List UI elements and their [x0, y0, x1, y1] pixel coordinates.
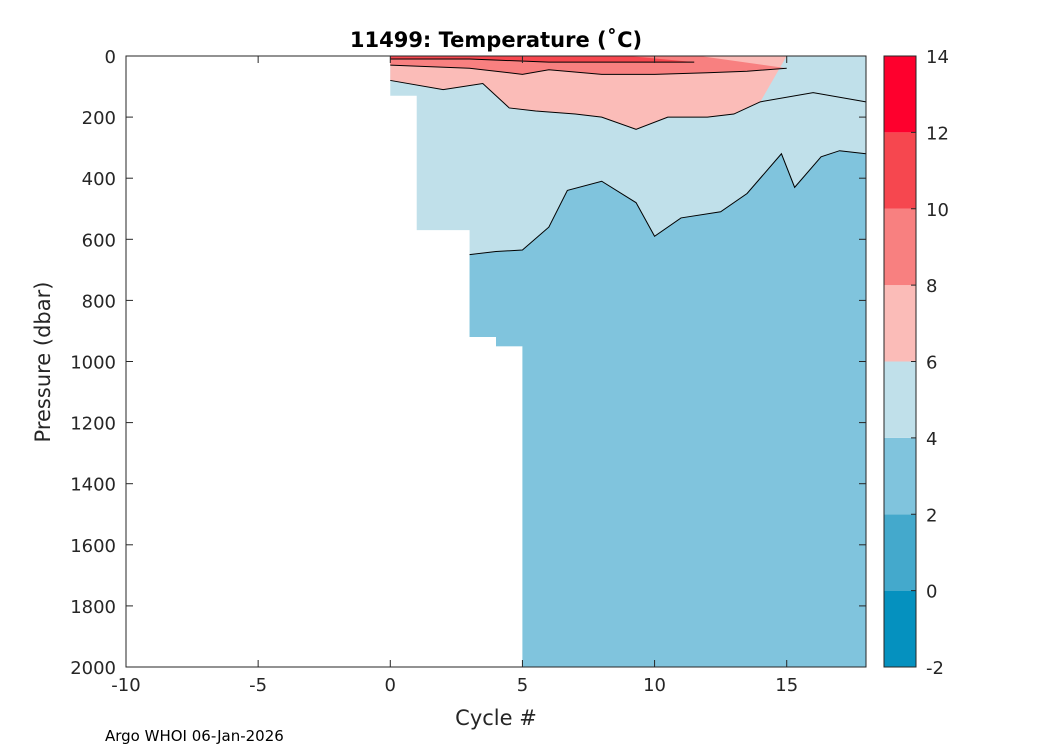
y-tick-label: 400 [82, 169, 116, 190]
y-tick-label: 800 [82, 291, 116, 312]
colorbar-segment [884, 361, 916, 438]
x-tick-label: -5 [249, 675, 267, 696]
contour-bands [390, 56, 866, 667]
colorbar-segment [884, 285, 916, 362]
y-tick-label: 200 [82, 108, 116, 129]
footer-credit: Argo WHOI 06-Jan-2026 [105, 727, 284, 745]
contour-8C [390, 64, 787, 75]
contour-6C [390, 79, 867, 130]
band-2-4 [469, 150, 866, 667]
colorbar-tick-label: 6 [926, 353, 937, 374]
y-tick-label: 1200 [70, 414, 116, 435]
x-axis-title: Cycle # [455, 706, 537, 730]
colorbar-segment [884, 437, 916, 515]
y-axis-title: Pressure (dbar) [31, 282, 55, 443]
colorbar-tick-label: 2 [926, 505, 937, 526]
x-tick-label: 15 [775, 675, 798, 696]
colorbar-tick-label: 8 [926, 276, 937, 297]
band-6-8 [390, 56, 787, 130]
y-tick-label: 600 [82, 230, 116, 251]
contour-10C [390, 58, 695, 63]
y-tick-label: 1600 [70, 536, 116, 557]
y-tick-label: 1400 [70, 475, 116, 496]
y-tick-label: 2000 [70, 658, 116, 679]
x-axis: -10 -5 0 5 10 15 [111, 56, 798, 696]
colorbar-segment [884, 208, 916, 286]
y-axis: 0 200 400 600 800 1000 1200 1400 1600 1800 2000 [70, 47, 866, 679]
colorbar-tick-label: 14 [926, 47, 949, 68]
colorbar-tick-label: -2 [926, 658, 944, 679]
colorbar-segment [884, 56, 916, 133]
y-tick-label: 1800 [70, 597, 116, 618]
colorbar-tick-label: 0 [926, 582, 937, 603]
colorbar-tick-label: 12 [926, 123, 949, 144]
colorbar-segment [884, 132, 916, 209]
colorbar: -2 0 2 4 6 8 10 12 14 [883, 47, 949, 679]
contour-lines [390, 58, 867, 256]
band-8-10 [390, 56, 787, 75]
colorbar-tick-label: 10 [926, 200, 949, 221]
colorbar-segment [884, 590, 916, 667]
colorbar-segment [884, 514, 916, 591]
y-tick-label: 1000 [70, 353, 116, 374]
x-tick-label: 10 [643, 675, 666, 696]
x-tick-label: 0 [385, 675, 396, 696]
y-tick-label: 0 [105, 47, 116, 68]
band-10-12 [390, 56, 695, 63]
contour-4C [469, 150, 867, 256]
x-tick-label: 5 [517, 675, 528, 696]
x-tick-label: -10 [111, 675, 140, 696]
chart-title: 11499: Temperature (˚C) [350, 28, 642, 52]
colorbar-tick-label: 4 [926, 429, 937, 450]
